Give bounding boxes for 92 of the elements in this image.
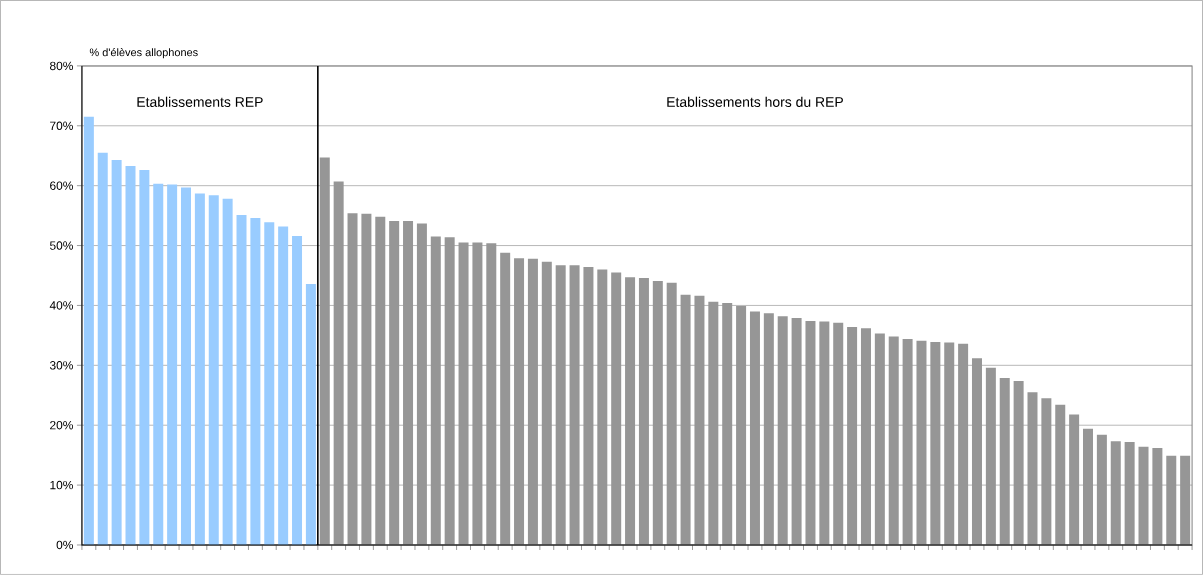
bar [514,258,525,546]
bar [153,183,164,546]
bar [736,306,747,546]
bar [1096,434,1107,546]
bar [597,269,608,546]
bar [319,157,330,546]
y-tick-label: 20% [50,421,73,430]
bar [139,170,150,546]
y-tick-label: 60% [50,181,73,190]
bar [971,358,982,546]
bar [1013,380,1024,546]
bar [347,213,358,546]
bar [181,187,192,546]
bar [125,165,136,546]
bar [805,321,816,546]
bar [916,340,927,546]
bar [375,216,386,546]
y-tick-label: 0% [56,540,73,550]
bar [999,377,1010,546]
bar [292,236,303,546]
bar [1069,414,1080,546]
bar [1055,404,1066,546]
bar [416,223,427,546]
bar [333,181,344,546]
y-tick-label: 80% [49,61,73,71]
bar [111,159,122,546]
bar [777,316,788,546]
bar [1180,455,1191,546]
bar [264,222,275,546]
y-tick-label: 30% [49,361,73,370]
bar [791,318,802,546]
bar [958,343,969,546]
bar [944,342,955,546]
bar [458,242,469,546]
bar [749,311,760,546]
y-tick-label: 10% [50,480,73,490]
bar [1110,441,1121,546]
bar [708,301,719,546]
bar [569,265,580,546]
bar [1083,428,1094,546]
bar [680,294,691,546]
bar [486,243,497,546]
bar [167,184,178,546]
y-axis-title: % d'élèves allophones [89,48,198,59]
bar [236,215,247,546]
bar [666,282,677,546]
bar [1152,448,1163,546]
bar [250,218,261,546]
bar [722,303,733,546]
bar [985,367,996,546]
bar [763,313,774,546]
bar [555,265,566,546]
bar [874,333,885,546]
bar [694,295,705,546]
bar [541,261,552,546]
bar [97,152,108,546]
bar [819,321,830,546]
bar [430,236,441,546]
bar [305,283,316,546]
bar [472,242,483,546]
bar [208,195,219,546]
y-tick-label: 50% [49,241,73,250]
bar [222,198,233,546]
bar [847,327,858,546]
bar [500,252,511,546]
bar [611,272,622,546]
bar [833,322,844,546]
y-tick-label: 40% [49,301,73,310]
bar [83,116,94,546]
annotation: Etablissements REP [137,96,263,108]
bar [902,339,913,546]
bar [527,258,538,546]
bar [1041,398,1052,546]
bar [1027,392,1038,546]
bar [194,193,205,546]
bar [1124,442,1135,546]
bar [361,213,372,546]
bar [930,342,941,546]
bar [278,226,289,546]
bar [389,221,400,546]
bar [1166,455,1177,546]
bar [583,267,594,546]
bar [638,277,649,546]
bar [860,328,871,546]
y-tick-label: 70% [50,121,73,131]
annotation: Etablissements hors du REP [667,96,843,108]
bar [444,237,455,546]
bar [888,336,899,546]
bar [652,280,663,546]
bar [625,277,636,546]
bar [1138,446,1149,546]
bar [403,221,414,546]
